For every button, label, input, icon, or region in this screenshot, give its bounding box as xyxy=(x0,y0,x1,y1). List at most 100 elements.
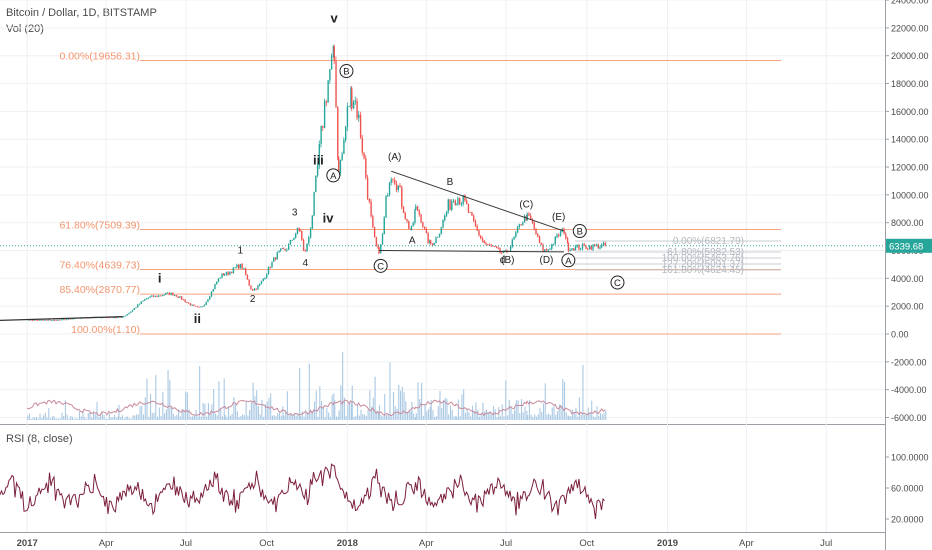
small-fib-label: 161.80%(4624.45) xyxy=(662,265,744,276)
candle-body xyxy=(372,216,374,228)
candle-body xyxy=(422,222,424,227)
volume-bar xyxy=(455,416,457,420)
candle-body xyxy=(250,285,252,290)
volume-bar xyxy=(382,416,384,420)
rsi-label: RSI (8, close) xyxy=(6,433,73,445)
candle-body xyxy=(522,222,524,226)
candle-body xyxy=(429,240,431,243)
candle-body xyxy=(298,228,300,230)
volume-bar xyxy=(532,416,534,420)
volume-bar xyxy=(71,416,74,420)
candle-body xyxy=(281,247,284,249)
candle-body xyxy=(594,244,596,246)
time-tick-label: Apr xyxy=(99,538,114,549)
candle-body xyxy=(180,296,183,300)
volume-bar xyxy=(506,415,509,420)
candle-body xyxy=(490,245,492,247)
volume-bar xyxy=(548,413,550,420)
candle-body xyxy=(469,212,471,213)
volume-bar xyxy=(70,416,72,420)
volume-bar xyxy=(110,417,112,420)
volume-bar xyxy=(475,402,477,420)
volume-bar xyxy=(155,375,157,420)
volume-bar xyxy=(446,398,448,420)
volume-bar xyxy=(108,413,110,420)
volume-bar xyxy=(406,411,409,420)
candle-body xyxy=(243,268,245,270)
candle-body xyxy=(177,296,179,298)
volume-bar xyxy=(577,416,579,420)
volume-bar xyxy=(378,413,380,420)
candle-body xyxy=(194,305,197,307)
volume-bar xyxy=(410,411,412,420)
candle-body xyxy=(535,228,537,235)
candle-body xyxy=(196,306,199,308)
price-tick-label: -6000.00 xyxy=(891,413,927,423)
candle-body xyxy=(73,318,75,320)
volume-bar xyxy=(61,412,63,420)
candle-body xyxy=(425,228,428,234)
volume-bar xyxy=(310,412,312,420)
candle-body xyxy=(511,239,514,247)
volume-bar xyxy=(345,415,347,420)
candle-body xyxy=(172,292,174,296)
candle-body xyxy=(464,195,466,201)
candle-body xyxy=(37,320,39,321)
volume-bar xyxy=(585,414,588,420)
candle-body xyxy=(113,317,115,319)
candle-body xyxy=(274,257,277,260)
volume-bar xyxy=(367,409,369,420)
volume-bar xyxy=(78,411,81,420)
candle-body xyxy=(276,252,278,260)
rsi-tick-label: 20.0000 xyxy=(891,515,924,525)
candle-body xyxy=(556,234,558,237)
candle-body xyxy=(354,100,357,103)
volume-bar xyxy=(439,390,441,420)
volume-bar xyxy=(430,399,432,420)
volume-bar xyxy=(99,416,102,420)
candle-body xyxy=(101,317,103,319)
volume-bar xyxy=(582,364,584,420)
volume-bar xyxy=(264,404,266,420)
candle-body xyxy=(409,228,412,230)
candle-body xyxy=(363,152,365,159)
volume-bar xyxy=(295,415,297,420)
volume-bar xyxy=(463,389,465,420)
volume-bar xyxy=(98,416,100,420)
volume-bar xyxy=(335,416,338,420)
candle-body xyxy=(302,239,305,251)
candle-body xyxy=(497,247,499,249)
volume-bar xyxy=(176,414,178,420)
volume-bar xyxy=(127,416,129,420)
volume-bar xyxy=(134,415,136,420)
candle-body xyxy=(152,295,155,297)
wave-label: 1 xyxy=(238,245,244,256)
volume-bar xyxy=(101,413,103,420)
candle-body xyxy=(392,179,394,181)
candle-body xyxy=(267,267,270,275)
candle-body xyxy=(316,165,319,176)
volume-bar xyxy=(408,409,410,420)
time-tick-label: Oct xyxy=(259,538,274,549)
candle-body xyxy=(293,237,295,240)
candle-body xyxy=(454,200,457,205)
volume-bar xyxy=(292,414,294,420)
time-tick-label: Jul xyxy=(180,538,192,549)
volume-bar xyxy=(30,418,32,420)
candle-body xyxy=(499,248,501,253)
candle-body xyxy=(64,319,66,321)
candle-body xyxy=(452,200,455,202)
wave-label: B xyxy=(577,227,583,238)
volume-bar xyxy=(528,400,530,420)
candle-body xyxy=(115,317,117,319)
volume-bar xyxy=(342,352,344,420)
candle-body xyxy=(483,240,485,244)
volume-bar xyxy=(158,407,160,420)
volume-bar xyxy=(399,390,402,420)
candle-body xyxy=(592,244,594,250)
volume-bar xyxy=(164,413,166,420)
volume-bar xyxy=(331,395,333,420)
candle-body xyxy=(227,272,229,275)
